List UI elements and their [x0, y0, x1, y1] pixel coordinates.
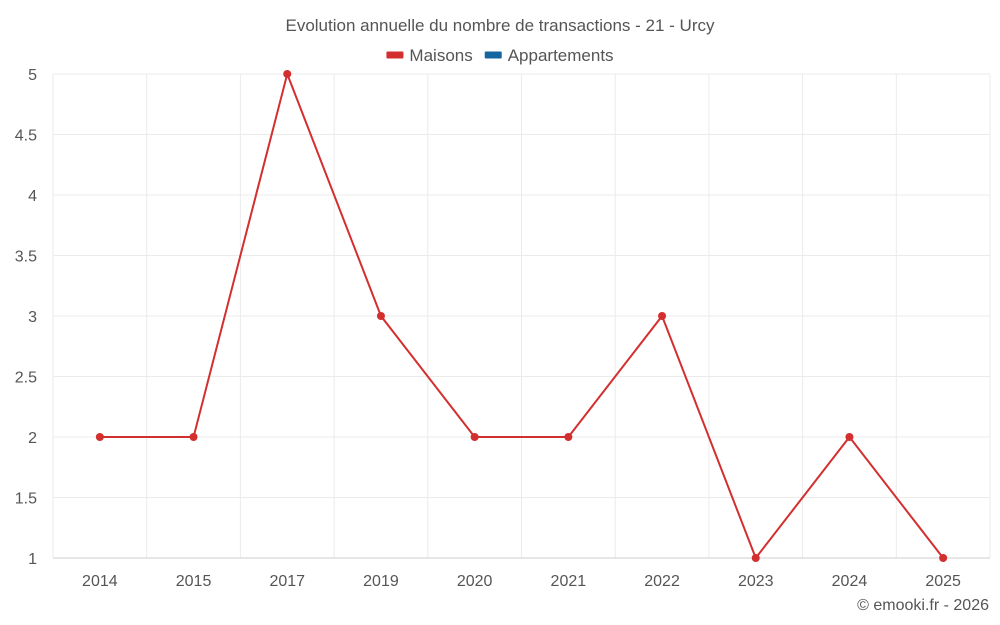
x-tick-label: 2019 [363, 573, 399, 590]
y-tick-label: 3.5 [15, 249, 37, 266]
x-tick-label: 2014 [82, 573, 118, 590]
y-tick-label: 2 [28, 430, 37, 447]
y-tick-label: 5 [28, 67, 37, 84]
data-point-2019[interactable] [376, 312, 385, 320]
x-tick-label: 2017 [269, 573, 305, 590]
data-point-2023[interactable] [751, 554, 760, 562]
legend-item-maisons[interactable]: Maisons [386, 46, 473, 65]
data-point-2015[interactable] [189, 433, 198, 441]
y-tick-label: 4.5 [15, 128, 37, 145]
credit-text: © emooki.fr - 2026 [857, 597, 989, 614]
data-point-2014[interactable] [95, 433, 104, 441]
x-tick-label: 2023 [738, 573, 774, 590]
x-axis-tick-labels: 2014 2015 2017 2019 2020 2021 2022 2023 2024 2025 [82, 573, 961, 590]
data-point-2017[interactable] [283, 70, 292, 78]
data-point-2025[interactable] [939, 554, 948, 562]
data-point-2024[interactable] [845, 433, 854, 441]
x-tick-label: 2015 [176, 573, 212, 590]
y-tick-label: 4 [28, 188, 37, 205]
data-point-2020[interactable] [470, 433, 479, 441]
data-point-2021[interactable] [564, 433, 573, 441]
legend-item-appartements[interactable]: Appartements [484, 46, 614, 65]
legend-label: Maisons [409, 46, 472, 65]
y-tick-label: 3 [28, 309, 37, 326]
x-tick-label: 2020 [457, 573, 493, 590]
x-tick-label: 2025 [925, 573, 961, 590]
legend-label: Appartements [508, 46, 614, 65]
y-axis-tick-labels: 1 1.5 2 2.5 3 3.5 4 4.5 5 [15, 67, 37, 568]
x-tick-label: 2021 [551, 573, 587, 590]
y-tick-label: 1 [28, 551, 37, 568]
y-tick-label: 1.5 [15, 491, 37, 508]
y-tick-label: 2.5 [15, 370, 37, 387]
legend-swatch [484, 51, 502, 59]
x-tick-label: 2022 [644, 573, 680, 590]
legend[interactable]: Maisons Appartements [386, 46, 614, 65]
series-line-maisons [99, 73, 944, 559]
chart-title: Evolution annuelle du nombre de transact… [285, 16, 715, 35]
x-tick-label: 2024 [832, 573, 868, 590]
legend-swatch [386, 51, 404, 59]
data-point-2022[interactable] [658, 312, 667, 320]
series-layer [95, 70, 948, 562]
